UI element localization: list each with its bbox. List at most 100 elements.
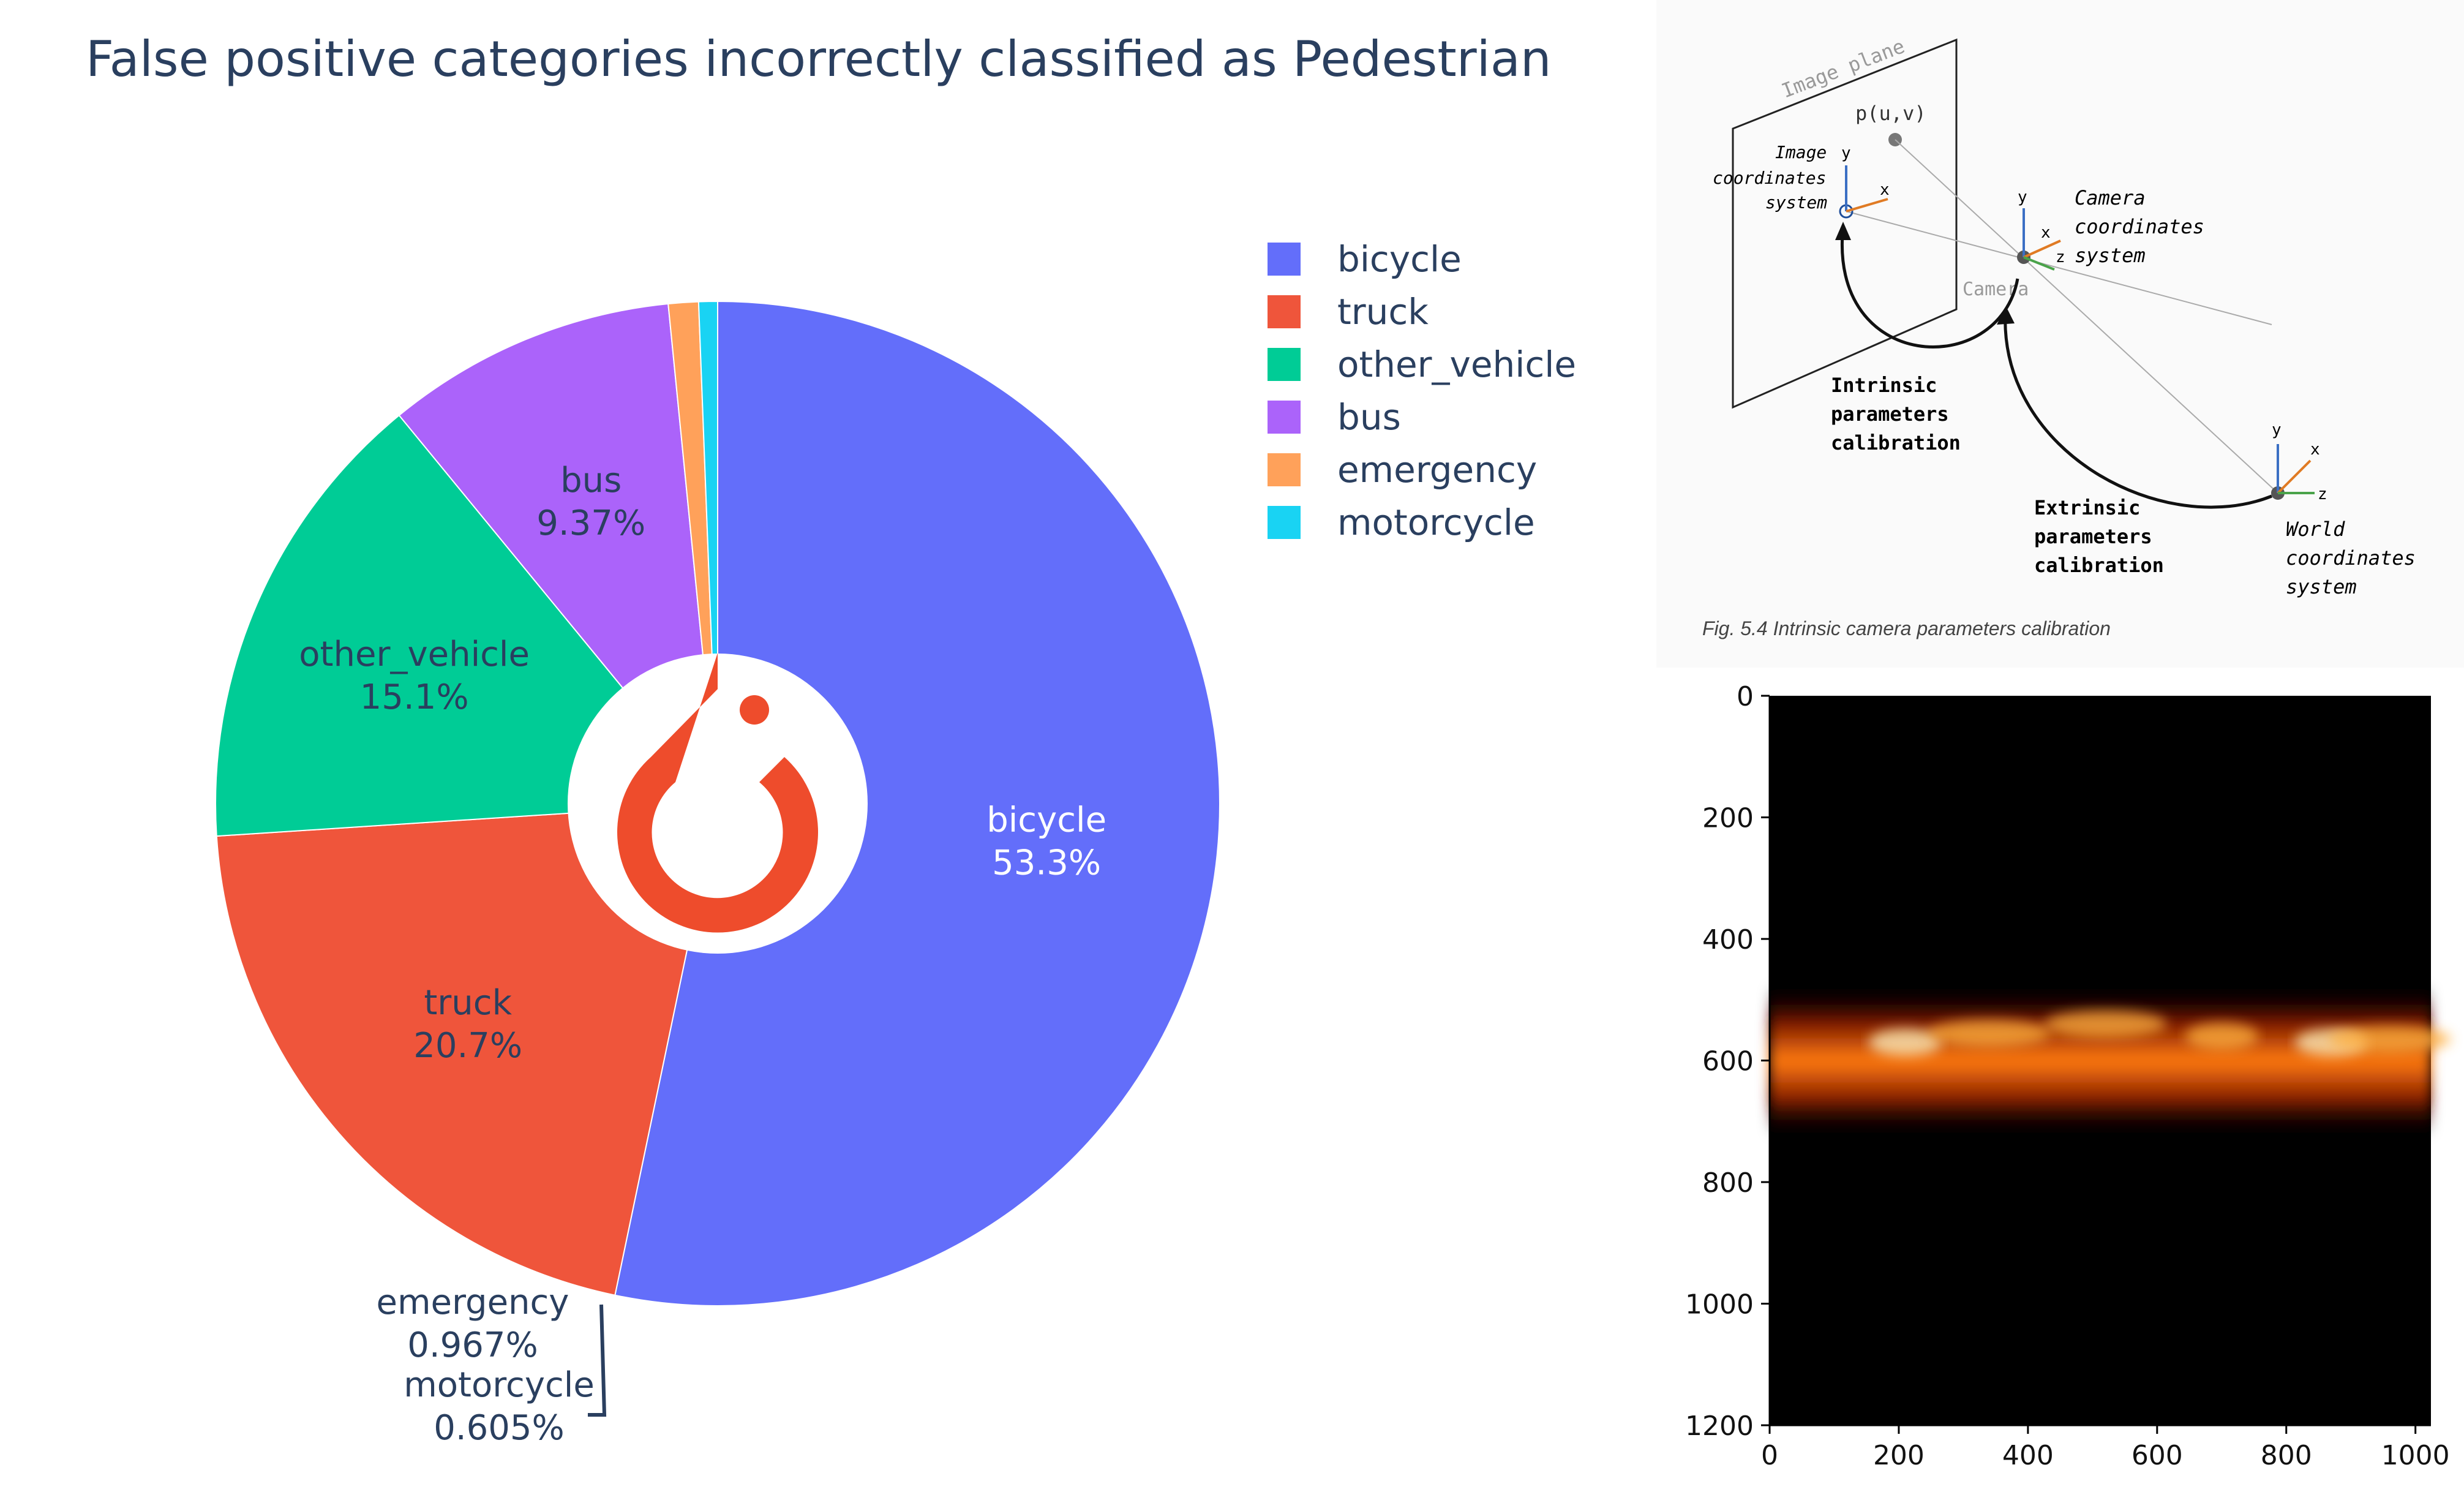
point-label: p(u,v) — [1855, 102, 1926, 125]
pie-label-value-emergency: 0.967% — [407, 1325, 538, 1365]
legend-swatch — [1268, 506, 1301, 539]
heatmap-panel: 0 200 400 600 800 1000 1200 0 200 400 600 800 1000 — [1656, 674, 2464, 1509]
extrinsic-label-3: calibration — [2034, 554, 2164, 577]
pie-label-value-other-vehicle: 15.1% — [360, 677, 469, 717]
world-coords-label-3: system — [2286, 575, 2357, 598]
camera-x-label: x — [2041, 224, 2051, 242]
intrinsic-arrow — [1840, 226, 2019, 349]
camera-z-axis — [2023, 256, 2055, 271]
donut-chart-panel: False positive categories incorrectly cl… — [86, 31, 1577, 1448]
legend-item-bus[interactable]: bus — [1268, 391, 1576, 443]
pie-label-value-motorcycle: 0.605% — [434, 1408, 565, 1448]
pie-label-name-other-vehicle: other_vehicle — [299, 635, 530, 674]
legend-swatch — [1268, 453, 1301, 486]
legend-label: other_vehicle — [1337, 344, 1577, 385]
legend-item-emergency[interactable]: emergency — [1268, 443, 1576, 496]
optical-axis-line — [1846, 211, 2272, 325]
heatmap-hotspot — [1928, 1019, 2051, 1047]
y-tick-label: 400 — [1702, 924, 1754, 955]
world-x-label: x — [2310, 440, 2320, 459]
image-plane — [1732, 38, 1958, 409]
pie-label-value-bus: 9.37% — [536, 503, 645, 543]
ray-line — [1895, 139, 2278, 494]
callout-leader-line — [588, 1304, 607, 1417]
calibration-diagram-panel: Image plane p(u,v) y x Image coordinates… — [1656, 0, 2464, 668]
pie-label-name-motorcycle: motorcycle — [404, 1365, 595, 1405]
pie-label-name-bicycle: bicycle — [986, 801, 1106, 840]
legend-item-bicycle[interactable]: bicycle — [1268, 233, 1576, 285]
image-x-label: x — [1880, 181, 1890, 199]
world-coords-label-1: World — [2286, 518, 2345, 541]
legend-swatch — [1268, 401, 1301, 434]
x-tick-label: 800 — [2261, 1440, 2312, 1471]
pie-label-name-truck: truck — [424, 983, 512, 1023]
image-x-axis — [1846, 198, 1888, 213]
figure-caption: Fig. 5.4 Intrinsic camera parameters cal… — [1702, 617, 2111, 639]
extrinsic-label-2: parameters — [2034, 525, 2152, 548]
world-z-label: z — [2318, 485, 2327, 503]
world-x-axis — [2277, 459, 2312, 494]
y-tick-label: 1200 — [1685, 1411, 1754, 1442]
camera-coords-label-1: Camera — [2075, 186, 2146, 209]
pie-label-value-truck: 20.7% — [413, 1026, 522, 1066]
legend-label: bicycle — [1337, 238, 1462, 280]
intrinsic-label-2: parameters — [1831, 402, 1949, 426]
pie-label-name-bus: bus — [560, 461, 622, 500]
legend-label: motorcycle — [1337, 502, 1535, 543]
image-plane-label: Image plane — [1778, 34, 1907, 102]
camera-label: Camera — [1963, 279, 2029, 300]
y-tick-label: 1000 — [1685, 1289, 1754, 1321]
world-y-label: y — [2272, 421, 2282, 439]
x-tick-label: 600 — [2132, 1440, 2183, 1471]
camera-coords-label-2: coordinates — [2075, 215, 2204, 238]
image-coords-label-2: coordinates — [1713, 168, 1826, 188]
heatmap-hotspot — [2328, 1025, 2451, 1053]
image-coords-label-1: Image — [1775, 142, 1827, 162]
heatmap-hotspot — [2044, 1010, 2167, 1038]
y-tick-label: 200 — [1702, 803, 1754, 834]
x-tick-label: 0 — [1761, 1440, 1778, 1471]
legend-item-truck[interactable]: truck — [1268, 285, 1576, 338]
legend-swatch — [1268, 243, 1301, 276]
heatmap-band-glow — [1770, 984, 2431, 1137]
extrinsic-label-1: Extrinsic — [2034, 496, 2140, 519]
camera-coords-label-3: system — [2075, 244, 2146, 267]
legend-label: bus — [1337, 396, 1401, 438]
extrinsic-arrowhead — [1997, 306, 2015, 325]
heatmap-hotspot — [1868, 1028, 1942, 1056]
pie-slice-bicycle[interactable] — [614, 300, 1220, 1306]
legend-swatch — [1268, 348, 1301, 381]
pytorch-logo-icon — [617, 653, 818, 933]
pie-label-value-bicycle: 53.3% — [992, 843, 1101, 883]
image-y-label: y — [1841, 144, 1851, 162]
camera-z-label: z — [2056, 248, 2065, 266]
legend-swatch — [1268, 295, 1301, 328]
intrinsic-label-1: Intrinsic — [1831, 374, 1937, 397]
heatmap-hotspot — [2185, 1022, 2259, 1050]
x-tick-label: 200 — [1873, 1440, 1925, 1471]
world-coords-label-2: coordinates — [2286, 546, 2416, 570]
extrinsic-arrow — [2004, 312, 2272, 509]
pie-slice-truck[interactable] — [216, 802, 719, 1296]
x-tick-label: 400 — [2002, 1440, 2054, 1471]
legend-item-motorcycle[interactable]: motorcycle — [1268, 496, 1576, 549]
pie-label-name-emergency: emergency — [377, 1283, 569, 1322]
camera-y-label: y — [2018, 188, 2027, 206]
legend-label: truck — [1337, 291, 1429, 333]
y-tick-label: 600 — [1702, 1046, 1754, 1077]
camera-x-axis — [2023, 239, 2061, 258]
heatmap-hot-band — [1770, 984, 2451, 1137]
legend-label: emergency — [1337, 449, 1538, 491]
calibration-diagram: Image plane p(u,v) y x Image coordinates… — [1713, 34, 2416, 598]
image-coords-label-3: system — [1765, 192, 1827, 213]
x-tick-label: 1000 — [2381, 1440, 2450, 1471]
intrinsic-label-3: calibration — [1831, 431, 1961, 454]
chart-title: False positive categories incorrectly cl… — [86, 31, 1552, 88]
legend-item-other-vehicle[interactable]: other_vehicle — [1268, 338, 1576, 391]
y-tick-label: 0 — [1737, 681, 1754, 712]
